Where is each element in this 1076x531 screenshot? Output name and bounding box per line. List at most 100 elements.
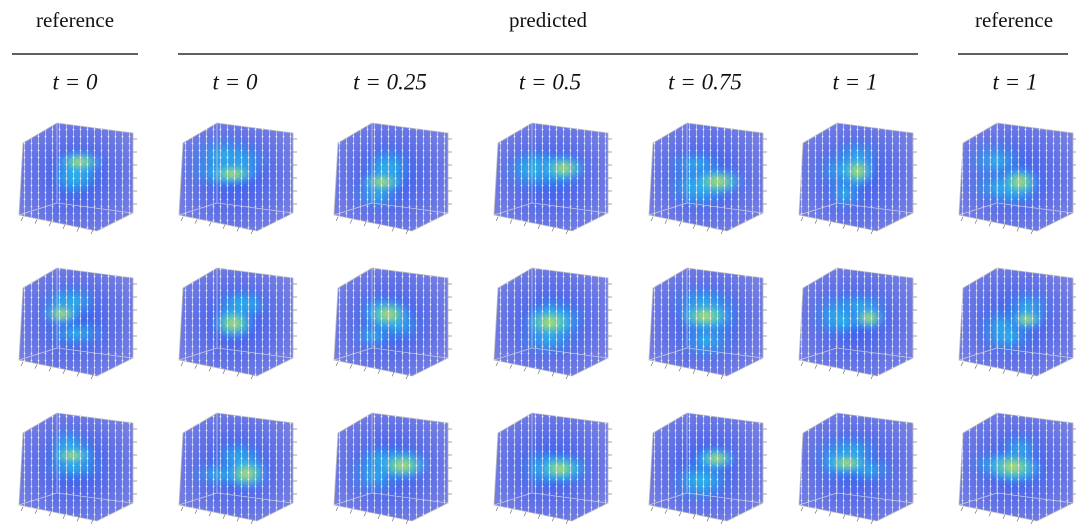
axis-tick [20, 506, 24, 512]
axis-tick [1030, 519, 1034, 525]
cube-edge [18, 202, 58, 216]
cube-content [494, 268, 608, 376]
axis-tick [180, 361, 184, 367]
axis-tick [988, 367, 992, 372]
axis-tick [692, 514, 696, 519]
axis-tick [856, 372, 860, 377]
axis-tick [90, 229, 94, 235]
cube-edge [178, 492, 218, 506]
axis-tick [565, 229, 569, 235]
axis-tick [48, 222, 52, 227]
volume-plot [178, 412, 297, 525]
volume-plot [958, 412, 1076, 525]
axis-tick [828, 512, 832, 517]
volume-plot [798, 122, 917, 235]
axis-tick [335, 216, 339, 222]
axis-tick [363, 367, 367, 372]
axis-tick [1002, 514, 1006, 519]
axis-tick [90, 519, 94, 525]
axis-tick [523, 367, 527, 372]
grid-points [494, 123, 608, 231]
volume-plot [958, 122, 1076, 235]
volume-plot [178, 122, 297, 235]
axis-tick [20, 216, 24, 222]
axis-tick [1030, 229, 1034, 235]
axis-tick [551, 372, 555, 377]
cube-content [179, 268, 293, 376]
volume-plot [333, 122, 452, 235]
axis-tick [1016, 227, 1020, 232]
grid-points [494, 268, 608, 376]
grid-points [19, 413, 133, 521]
cube-content [959, 268, 1073, 376]
cube-content [959, 413, 1073, 521]
volume-plot [18, 412, 137, 525]
axis-tick [194, 509, 198, 514]
axis-tick [974, 509, 978, 514]
grid-points [649, 268, 763, 376]
axis-tick [842, 514, 846, 519]
axis-tick [250, 374, 254, 380]
axis-tick [523, 222, 527, 227]
cube-edge [18, 492, 58, 506]
axis-tick [814, 364, 818, 369]
axis-tick [678, 222, 682, 227]
axis-tick [391, 372, 395, 377]
column-label: t = 0 [53, 69, 98, 94]
grid-points [959, 268, 1073, 376]
axis-tick [565, 519, 569, 525]
cube-edge [798, 492, 838, 506]
axis-tick [537, 514, 541, 519]
cube-edge [958, 347, 998, 361]
cube-content [799, 268, 913, 376]
group-title: reference [36, 8, 114, 32]
axis-tick [222, 514, 226, 519]
axis-tick [495, 216, 499, 222]
volume-plot [798, 412, 917, 525]
column-label: t = 0.25 [353, 69, 427, 94]
axis-tick [565, 374, 569, 380]
axis-tick [335, 506, 339, 512]
grid-points [959, 413, 1073, 521]
grid-points [334, 413, 448, 521]
cube-edge [648, 347, 688, 361]
axis-tick [664, 509, 668, 514]
grid-points [494, 413, 608, 521]
axis-tick [678, 512, 682, 517]
column-label: t = 0.75 [668, 69, 742, 94]
grid-points [649, 413, 763, 521]
axis-tick [363, 222, 367, 227]
cube-edge [333, 492, 373, 506]
axis-tick [720, 374, 724, 380]
axis-tick [180, 216, 184, 222]
grid-points [334, 268, 448, 376]
axis-tick [236, 372, 240, 377]
axis-tick [20, 361, 24, 367]
axis-tick [537, 369, 541, 374]
cube-content [799, 413, 913, 521]
axis-tick [650, 506, 654, 512]
cube-content [179, 413, 293, 521]
axis-tick [678, 367, 682, 372]
axis-tick [800, 361, 804, 367]
axis-tick [551, 227, 555, 232]
grid-points [799, 123, 913, 231]
axis-tick [377, 514, 381, 519]
axis-tick [405, 374, 409, 380]
axis-tick [523, 512, 527, 517]
axis-tick [692, 369, 696, 374]
column-label: t = 1 [993, 69, 1038, 94]
volume-plot [958, 267, 1076, 380]
cube-content [179, 123, 293, 231]
cube-content [649, 268, 763, 376]
column-label: t = 0 [213, 69, 258, 94]
cube-edge [648, 202, 688, 216]
axis-tick [814, 219, 818, 224]
axis-tick [349, 219, 353, 224]
axis-tick [551, 517, 555, 522]
axis-tick [650, 216, 654, 222]
grid-points [179, 123, 293, 231]
cube-edge [798, 347, 838, 361]
axis-tick [706, 517, 710, 522]
